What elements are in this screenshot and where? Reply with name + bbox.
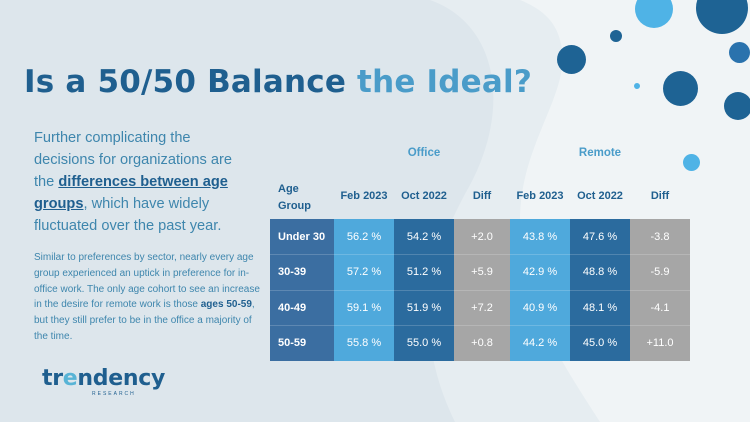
note-paragraph: Similar to preferences by sector, nearly… xyxy=(34,250,264,345)
title-part-2: the Ideal? xyxy=(357,64,533,100)
col-header-office-diff: Diff xyxy=(472,190,492,202)
table-row-age: Under 30 xyxy=(278,231,326,243)
decorative-circle xyxy=(663,71,698,106)
table-cell: +0.8 xyxy=(471,337,493,349)
office-oct-column-bg xyxy=(394,219,454,361)
table-row-age: 30-39 xyxy=(278,266,307,278)
table-cell: 48.1 % xyxy=(582,302,618,314)
table-cell: -3.8 xyxy=(650,231,670,243)
age-column-bg xyxy=(270,219,334,361)
note-bold: ages 50-59 xyxy=(200,299,252,311)
age-header-line-2: Group xyxy=(278,200,311,212)
age-group-header: Age Group xyxy=(278,181,311,215)
table-cell: 43.8 % xyxy=(522,231,558,243)
table-row-age: 40-49 xyxy=(278,302,307,314)
logo-text-3: ndency xyxy=(77,366,165,391)
table-cell: +2.0 xyxy=(471,231,493,243)
page-title: Is a 50/50 Balance the Ideal? xyxy=(24,64,532,100)
table-cell: 42.9 % xyxy=(522,266,558,278)
title-part-1: Is a 50/50 Balance xyxy=(24,64,347,100)
row-divider xyxy=(270,290,690,291)
office-diff-column-bg xyxy=(454,219,510,361)
remote-group-header: Remote xyxy=(578,147,622,159)
col-header-remote-diff: Diff xyxy=(650,190,670,202)
remote-feb-column-bg xyxy=(510,219,570,361)
decorative-circle xyxy=(683,154,700,171)
office-feb-column-bg xyxy=(334,219,394,361)
note-text-after: , but they still prefer to be in the off… xyxy=(34,299,255,342)
decorative-circle xyxy=(724,92,750,120)
col-header-remote-oct: Oct 2022 xyxy=(577,190,623,202)
age-groups-link[interactable]: differences between age groups xyxy=(34,174,228,212)
table-cell: -4.1 xyxy=(650,302,670,314)
decorative-circle xyxy=(557,45,586,74)
table-cell: 55.0 % xyxy=(406,337,442,349)
intro-text-after: , which have widely fluctuated over the … xyxy=(34,196,222,234)
table-row-age: 50-59 xyxy=(278,337,307,349)
decorative-circle xyxy=(729,42,750,63)
table-cell: +7.2 xyxy=(471,302,493,314)
intro-text-before: Further complicating the decisions for o… xyxy=(34,130,232,190)
age-header-line-1: Age xyxy=(278,183,299,195)
decorative-circle xyxy=(634,83,640,89)
logo-text-2: e xyxy=(62,366,78,391)
table-cell: -5.9 xyxy=(650,266,670,278)
table-cell: 45.0 % xyxy=(582,337,618,349)
col-header-remote-feb: Feb 2023 xyxy=(516,190,564,202)
table-cell: 57.2 % xyxy=(346,266,382,278)
table-cell: 55.8 % xyxy=(346,337,382,349)
office-group-header: Office xyxy=(407,147,441,159)
row-divider xyxy=(270,254,690,255)
table-cell: 59.1 % xyxy=(346,302,382,314)
table-cell: 47.6 % xyxy=(582,231,618,243)
logo-subtitle: RESEARCH xyxy=(92,391,136,397)
table-cell: 54.2 % xyxy=(406,231,442,243)
table-cell: 56.2 % xyxy=(346,231,382,243)
decorative-circle xyxy=(610,30,622,42)
remote-oct-column-bg xyxy=(570,219,630,361)
row-divider xyxy=(270,325,690,326)
table-cell: 51.2 % xyxy=(406,266,442,278)
table-cell: +5.9 xyxy=(471,266,493,278)
col-header-office-feb: Feb 2023 xyxy=(340,190,388,202)
table-cell: 48.8 % xyxy=(582,266,618,278)
trendency-logo: trendency xyxy=(42,366,165,391)
intro-paragraph: Further complicating the decisions for o… xyxy=(34,127,249,237)
logo-text-1: tr xyxy=(42,366,63,391)
note-text-before: Similar to preferences by sector, nearly… xyxy=(34,252,260,311)
age-group-table: Office Remote Age Group Feb 2023 Oct 2022… xyxy=(270,0,690,422)
table-cell: 51.9 % xyxy=(406,302,442,314)
table-cell: 44.2 % xyxy=(522,337,558,349)
table-cell: 40.9 % xyxy=(522,302,558,314)
remote-diff-column-bg xyxy=(630,219,690,361)
table-cell: +11.0 xyxy=(646,337,674,349)
col-header-office-oct: Oct 2022 xyxy=(401,190,447,202)
